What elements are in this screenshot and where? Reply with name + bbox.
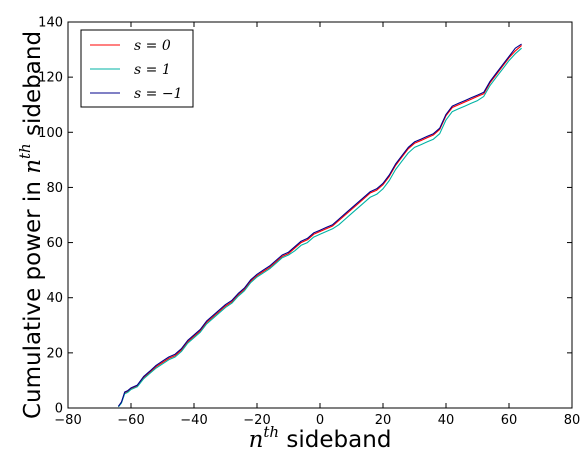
legend-label-0: s = 0 xyxy=(134,38,171,54)
x-axis-title-text: sideband xyxy=(279,427,391,451)
y-tick-label: 120 xyxy=(38,71,63,86)
series-line-0 xyxy=(117,44,522,407)
x-axis-title: nth sideband xyxy=(249,423,392,451)
x-tick-label: 60 xyxy=(501,413,518,428)
x-tick-label: −20 xyxy=(243,413,270,428)
legend-label-1: s = 1 xyxy=(134,62,171,78)
y-axis-title-var: n xyxy=(20,159,46,174)
y-tick-label: 0 xyxy=(55,402,63,417)
y-axis-title: Cumulative power in nth sideband xyxy=(16,31,46,419)
y-tick-label: 40 xyxy=(46,291,63,306)
x-tick-label: −40 xyxy=(180,413,207,428)
y-axis-title-prefix: Cumulative power in xyxy=(20,174,46,419)
x-tick-label: −80 xyxy=(54,413,81,428)
x-tick-label: 20 xyxy=(375,413,392,428)
x-tick-label: 0 xyxy=(316,413,324,428)
series-lines xyxy=(117,43,522,408)
ticks: −80 −60 −40 −20 0 20 40 60 80 0 20 40 60 80 100 120 140 xyxy=(38,16,580,429)
y-tick-label: 140 xyxy=(38,16,63,31)
x-axis-title-sup: th xyxy=(263,423,279,441)
x-tick-label: −60 xyxy=(117,413,144,428)
legend-label-2: s = −1 xyxy=(134,86,182,102)
x-tick-label: 80 xyxy=(564,413,581,428)
series-line-2 xyxy=(117,43,522,407)
y-tick-label: 100 xyxy=(38,126,63,141)
series-line-1 xyxy=(117,47,522,408)
plot-area: −80 −60 −40 −20 0 20 40 60 80 0 20 40 60 80 100 120 140 xyxy=(38,16,580,429)
legend: s = 0 s = 1 s = −1 xyxy=(80,29,194,108)
legend-entries: s = 0 s = 1 s = −1 xyxy=(90,38,182,102)
y-tick-label: 80 xyxy=(46,181,63,196)
x-axis-title-var: n xyxy=(249,427,264,451)
y-axis-title-sup: th xyxy=(16,143,34,159)
x-tick-label: 40 xyxy=(438,413,455,428)
y-axis-title-text: sideband xyxy=(20,31,46,143)
y-tick-label: 20 xyxy=(46,346,63,361)
y-tick-label: 60 xyxy=(46,236,63,251)
